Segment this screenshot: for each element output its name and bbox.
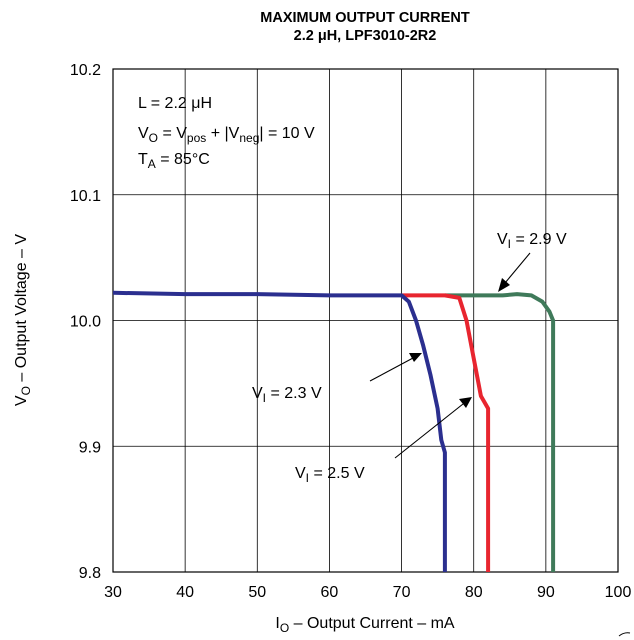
- arrowhead-2p3: [409, 353, 422, 362]
- x-tick-label: 50: [248, 584, 266, 601]
- chart-title-line2: 2.2 μH, LPF3010-2R2: [294, 28, 437, 44]
- x-tick-label: 80: [465, 584, 483, 601]
- plot-area: [112, 68, 619, 573]
- x-tick-label: 60: [321, 584, 339, 601]
- series-label-2p3: VI = 2.3 V: [252, 353, 422, 405]
- series-label-text-2p3: VI = 2.3 V: [252, 385, 322, 405]
- leader-line-2p3: [369, 357, 414, 382]
- x-tick-label: 90: [537, 584, 555, 601]
- y-tick-label: 9.8: [79, 565, 101, 582]
- y-axis-label: VO – Output Voltage – V: [13, 234, 33, 406]
- y-tick-label: 9.9: [79, 439, 101, 456]
- annotation-output-voltage: VO = Vpos + |Vneg| = 10 V: [138, 125, 315, 145]
- series-layer: [112, 290, 556, 572]
- plot-frame: [112, 68, 619, 573]
- x-tick-label: 40: [176, 584, 194, 601]
- series-label-text-2p9: VI = 2.9 V: [497, 231, 567, 251]
- series-line-2p5: [401, 293, 491, 572]
- grid-lines: [113, 69, 618, 572]
- y-tick-label: 10.1: [70, 188, 101, 205]
- series-label-text-2p5: VI = 2.5 V: [295, 465, 365, 485]
- series-label-2p9: VI = 2.9 V: [497, 231, 567, 292]
- x-tick-label: 100: [605, 584, 632, 601]
- series-label-2p5: VI = 2.5 V: [295, 397, 472, 485]
- leader-line-2p9: [504, 252, 531, 284]
- series-line-2p3: [112, 290, 447, 572]
- chart-title-line1: MAXIMUM OUTPUT CURRENT: [260, 10, 470, 26]
- y-tick-labels: 9.8 9.9 10.0 10.1 10.2: [70, 62, 101, 582]
- y-tick-label: 10.2: [70, 62, 101, 79]
- x-axis-label: IO – Output Current – mA: [275, 615, 455, 635]
- x-tick-label: 70: [393, 584, 411, 601]
- series-line-2p9: [444, 292, 556, 572]
- corner-mark: [618, 632, 631, 637]
- annotation-inductance: L = 2.2 μH: [138, 95, 212, 112]
- y-tick-label: 10.0: [70, 314, 101, 331]
- x-tick-label: 30: [104, 584, 122, 601]
- arrowhead-2p9: [498, 278, 510, 292]
- x-tick-labels: 30 40 50 60 70 80 90 100: [104, 584, 631, 601]
- annotation-temperature: TA = 85°C: [138, 151, 210, 171]
- arrowhead-2p5: [459, 397, 472, 408]
- leader-line-2p5: [394, 403, 464, 459]
